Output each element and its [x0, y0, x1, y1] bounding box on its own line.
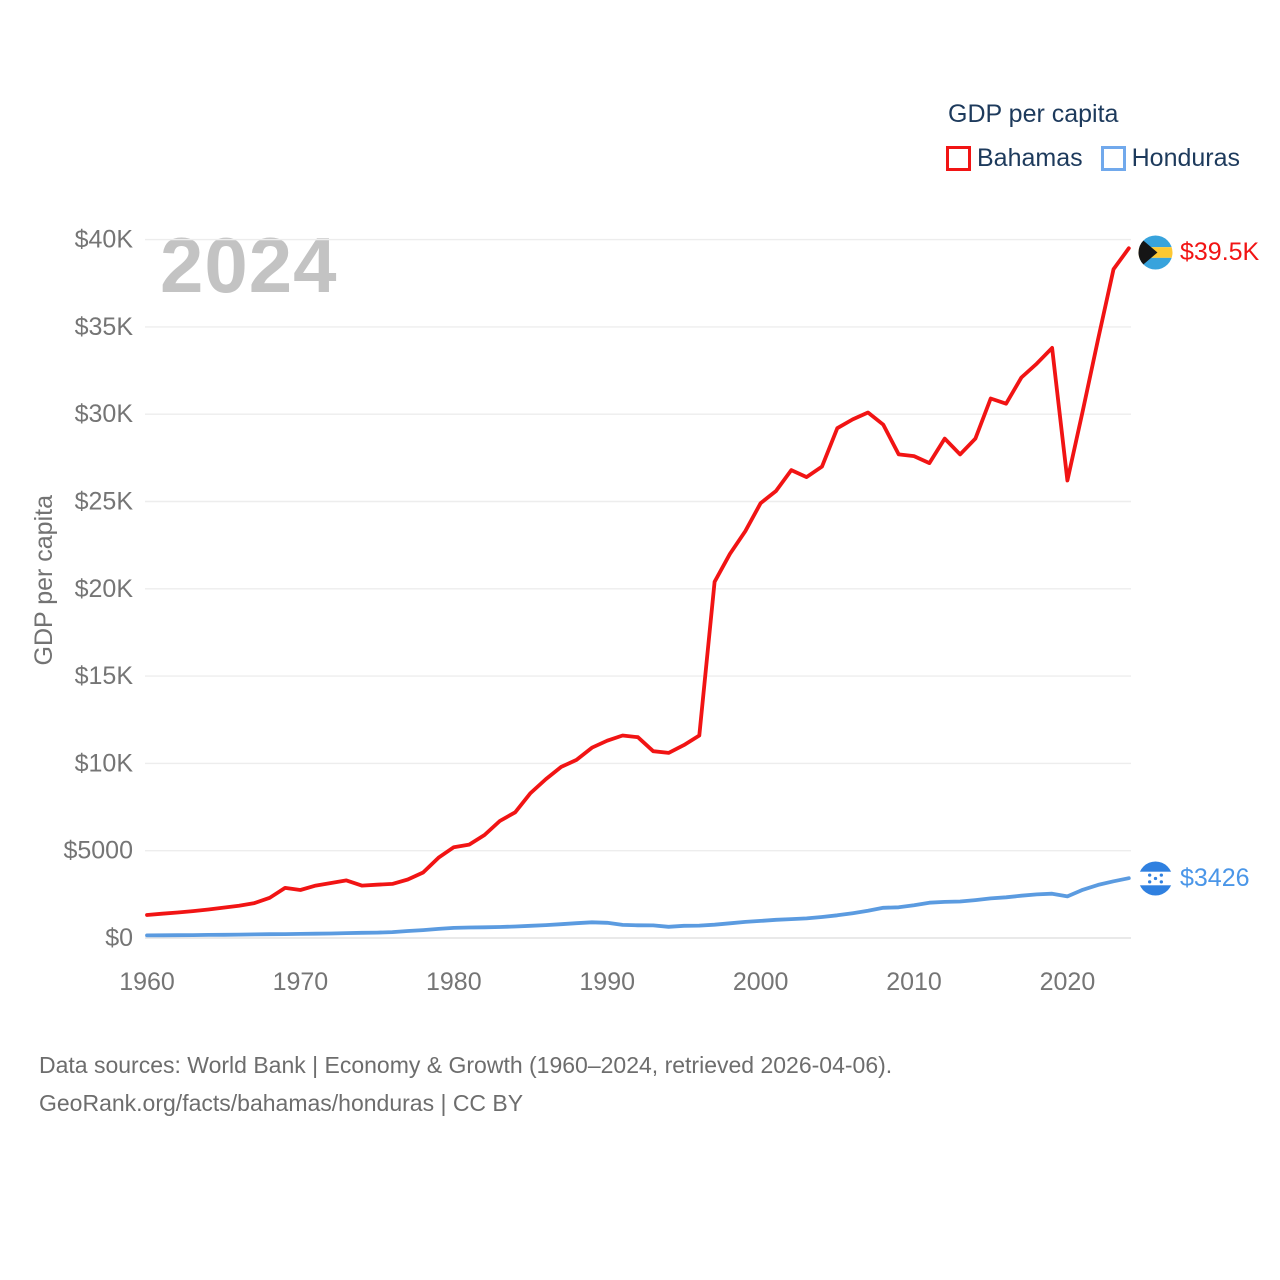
- series-line-honduras[interactable]: [145, 876, 1131, 938]
- bahamas-flag-icon: [1138, 235, 1173, 270]
- y-tick-label: $10K: [75, 749, 134, 777]
- y-tick-label: $20K: [75, 575, 134, 603]
- y-tick-label: $5000: [63, 837, 133, 865]
- honduras-end-value: $3426: [1180, 864, 1250, 892]
- honduras-end-label: $3426: [1138, 861, 1250, 896]
- bahamas-end-value: $39.5K: [1180, 238, 1260, 266]
- x-tick-label: 1970: [273, 968, 329, 996]
- legend-item-honduras[interactable]: Honduras: [1100, 144, 1241, 173]
- y-tick-label: $35K: [75, 313, 134, 341]
- legend-label: Honduras: [1131, 144, 1241, 172]
- bahamas-swatch-icon: [946, 146, 971, 171]
- honduras-swatch-icon: [1100, 146, 1126, 171]
- x-tick-label: 1990: [579, 968, 635, 996]
- x-tick-label: 2020: [1040, 968, 1096, 996]
- y-tick-label: $15K: [75, 662, 134, 690]
- honduras-flag-icon: [1138, 861, 1173, 896]
- legend-item-bahamas[interactable]: Bahamas: [946, 144, 1083, 173]
- legend-label: Bahamas: [977, 144, 1083, 172]
- bahamas-end-label: $39.5K: [1138, 235, 1259, 270]
- y-axis-title: GDP per capita: [30, 495, 58, 666]
- x-tick-label: 2000: [733, 968, 789, 996]
- data-sources-footer: Data sources: World Bank | Economy & Gro…: [39, 1046, 892, 1122]
- legend-items: Bahamas Honduras: [946, 144, 1240, 173]
- series-line-bahamas[interactable]: [145, 246, 1131, 917]
- footer-line-1: Data sources: World Bank | Economy & Gro…: [39, 1052, 893, 1078]
- y-tick-label: $30K: [75, 400, 134, 428]
- footer-line-2: GeoRank.org/facts/bahamas/honduras | CC …: [39, 1090, 524, 1116]
- x-tick-label: 2010: [886, 968, 942, 996]
- y-tick-label: $25K: [75, 488, 134, 516]
- y-tick-label: $0: [105, 924, 133, 952]
- x-tick-label: 1980: [426, 968, 482, 996]
- legend-title: GDP per capita: [948, 100, 1119, 128]
- x-tick-label: 1960: [119, 968, 175, 996]
- y-tick-label: $40K: [75, 226, 134, 254]
- chart-legend: GDP per capita Bahamas Honduras: [946, 100, 1240, 173]
